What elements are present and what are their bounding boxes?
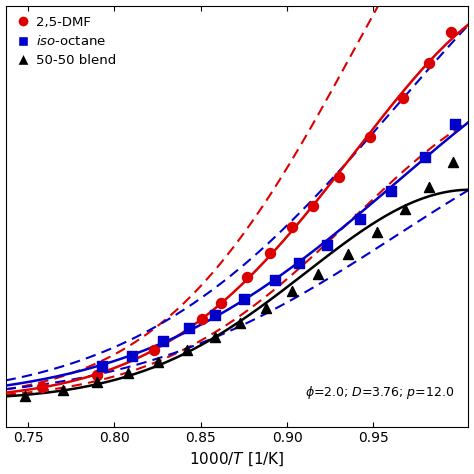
Point [289, 223, 296, 230]
Point [289, 288, 296, 295]
Point [271, 276, 279, 284]
Point [425, 60, 432, 67]
Point [59, 386, 66, 393]
Point [425, 183, 432, 191]
Point [21, 392, 28, 400]
Point [399, 94, 407, 101]
Legend: 2,5-DMF, $\it{iso}$-octane, 50-50 blend: 2,5-DMF, $\it{iso}$-octane, 50-50 blend [12, 12, 120, 71]
Point [295, 260, 303, 267]
Point [344, 250, 351, 258]
Point [199, 315, 206, 322]
Point [124, 369, 132, 377]
Point [183, 346, 191, 354]
Point [266, 249, 273, 257]
Point [373, 228, 381, 236]
Point [211, 311, 219, 319]
Point [323, 241, 330, 249]
Point [449, 159, 456, 166]
Point [93, 371, 101, 379]
Point [366, 133, 374, 141]
Point [154, 359, 161, 366]
Point [99, 362, 106, 370]
Point [401, 205, 408, 213]
Point [240, 295, 248, 302]
Point [185, 324, 192, 331]
Point [387, 187, 394, 195]
Point [244, 273, 251, 281]
Point [421, 154, 429, 161]
Point [263, 304, 270, 311]
Point [356, 215, 364, 222]
Point [309, 202, 317, 210]
Point [159, 337, 166, 345]
Point [447, 28, 455, 36]
Point [38, 383, 46, 391]
Point [451, 120, 458, 128]
Point [150, 346, 158, 354]
Text: $\phi$=2.0; $\it{D}$=3.76; $\it{p}$=12.0: $\phi$=2.0; $\it{D}$=3.76; $\it{p}$=12.0 [305, 384, 455, 401]
X-axis label: 1000/$\it{T}$ [1/K]: 1000/$\it{T}$ [1/K] [189, 451, 285, 468]
Point [237, 319, 244, 327]
Point [314, 270, 322, 278]
Point [211, 333, 219, 341]
Point [335, 173, 343, 181]
Point [128, 352, 136, 359]
Point [93, 378, 101, 386]
Point [218, 299, 225, 307]
